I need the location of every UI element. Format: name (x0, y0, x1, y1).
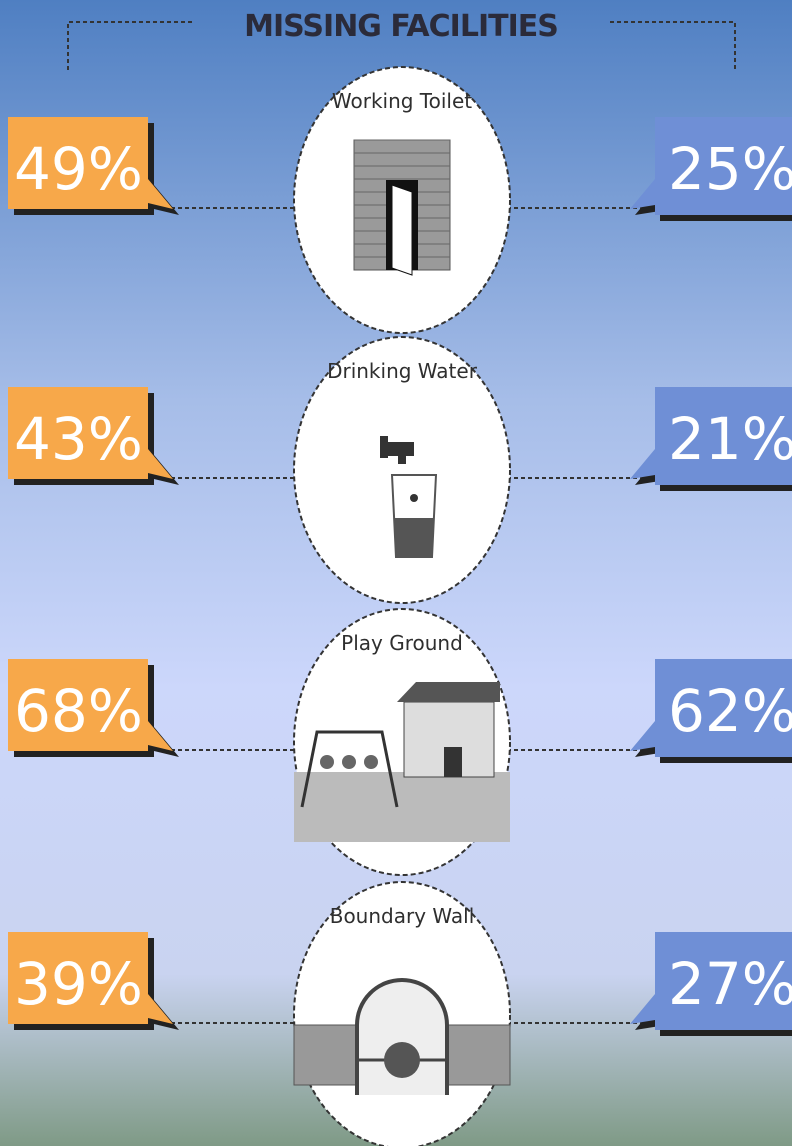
child (320, 755, 334, 769)
facility-label: Boundary Wall (330, 904, 475, 928)
right-value: 62% (668, 677, 792, 745)
drop (410, 494, 418, 502)
ground (294, 772, 510, 842)
facility-label: Drinking Water (327, 359, 478, 383)
right-value: 25% (668, 135, 792, 203)
facility-icon (354, 140, 450, 275)
water (394, 518, 434, 556)
child (364, 755, 378, 769)
right-value: 27% (668, 950, 792, 1018)
left-value: 43% (14, 405, 143, 473)
left-value: 68% (14, 677, 143, 745)
facility-label: Play Ground (341, 631, 463, 655)
gate-emblem (384, 1042, 420, 1078)
facility-label: Working Toilet (332, 89, 472, 113)
page: MISSING FACILITIES Working Toilet 49% 25% D… (0, 0, 792, 1146)
title: MISSING FACILITIES (244, 9, 558, 44)
door-open (392, 185, 412, 275)
school-door (444, 747, 462, 777)
child (342, 755, 356, 769)
right-value: 21% (668, 405, 792, 473)
left-value: 39% (14, 950, 143, 1018)
left-value: 49% (14, 135, 143, 203)
infographic: MISSING FACILITIES Working Toilet 49% 25% D… (0, 0, 792, 1146)
